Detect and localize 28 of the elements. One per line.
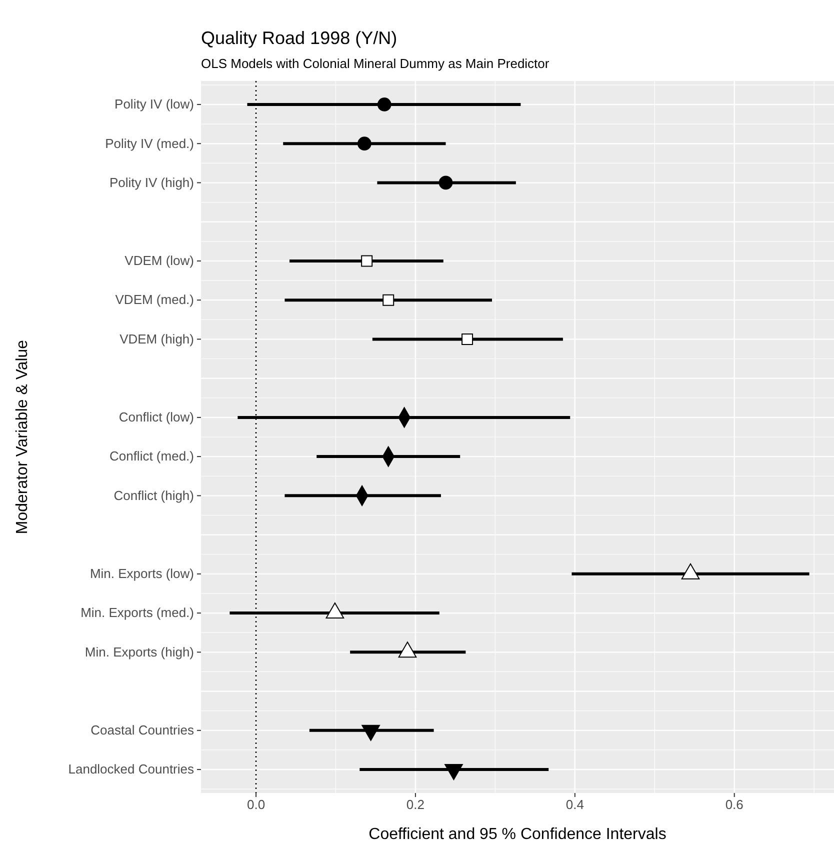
y-tick-label: Conflict (high) <box>114 488 194 503</box>
y-tick-label: Polity IV (high) <box>109 174 194 190</box>
x-tick-label: 0.4 <box>566 797 584 812</box>
y-tick-label: Polity IV (low) <box>114 96 194 112</box>
y-tick-label: Coastal Countries <box>90 722 194 738</box>
x-tick-label: 0.0 <box>246 797 266 812</box>
y-tick-label: VDEM (med.) <box>115 292 194 308</box>
x-tick-label: 0.2 <box>406 797 424 812</box>
y-tick-label: Min. Exports (low) <box>90 566 194 582</box>
y-tick-label: Min. Exports (high) <box>84 644 194 660</box>
x-tick-label: 0.6 <box>725 797 744 812</box>
point <box>382 294 394 306</box>
y-tick-label: Conflict (low) <box>118 410 194 425</box>
y-tick-label: VDEM (low) <box>124 253 194 268</box>
y-tick-label: Min. Exports (med.) <box>80 605 194 620</box>
point <box>377 98 392 112</box>
point <box>361 255 373 267</box>
point <box>462 333 474 345</box>
point <box>438 176 453 190</box>
chart-title: Quality Road 1998 (Y/N) <box>201 28 398 48</box>
y-tick-label: VDEM (high) <box>120 331 194 346</box>
y-tick-label: Polity IV (med.) <box>105 136 194 151</box>
point <box>358 136 372 151</box>
y-axis-title: Moderator Variable & Value <box>14 340 31 534</box>
y-tick-label: Landlocked Countries <box>68 762 194 777</box>
x-axis-title: Coefficient and 95 % Confidence Intervals <box>368 826 666 843</box>
y-tick-label: Conflict (med.) <box>109 448 194 464</box>
chart-subtitle: OLS Models with Colonial Mineral Dummy as Main Predictor <box>201 56 550 71</box>
